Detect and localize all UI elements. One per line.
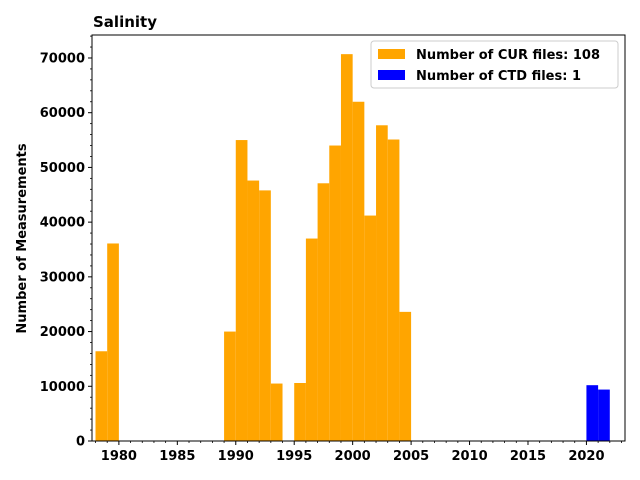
y-axis-label: Number of Measurements — [15, 143, 30, 333]
bar-series-0-1996 — [294, 383, 306, 441]
bar-series-0-1980 — [107, 243, 119, 441]
x-tick-label: 1990 — [218, 449, 254, 464]
bar-series-0-1979 — [95, 351, 108, 441]
bar-series-0-1993 — [259, 190, 271, 441]
bar-series-0-2002 — [364, 215, 377, 441]
x-tick-label: 2000 — [335, 449, 371, 464]
y-tick-label: 60000 — [40, 106, 85, 121]
x-tick-label: 2005 — [393, 449, 429, 464]
bar-series-0-1994 — [270, 383, 283, 441]
legend-entry-0: Number of CUR files: 108 — [416, 48, 600, 63]
bar-series-0-2005 — [399, 311, 412, 441]
legend-box — [370, 40, 619, 89]
bars-layer — [95, 54, 610, 442]
chart-title: Salinity — [93, 13, 157, 31]
legend-swatch-0 — [378, 49, 405, 59]
bar-series-0-2000 — [340, 54, 353, 442]
axes: 0 10000 20000 30000 40000 50000 60000 70000 1980… — [40, 34, 626, 464]
x-tick-label: 1980 — [101, 449, 137, 464]
x-tick-label: 1995 — [276, 449, 312, 464]
y-tick-label: 30000 — [40, 270, 85, 285]
bar-series-0-1991 — [235, 140, 248, 441]
y-tick-label: 40000 — [40, 216, 85, 231]
y-tick-label: 70000 — [40, 51, 85, 66]
legend-swatch-1 — [378, 70, 405, 80]
x-tick-label: 2015 — [510, 449, 546, 464]
bar-series-0-2001 — [352, 101, 365, 442]
y-tick-label: 0 — [76, 435, 85, 450]
y-tick-label: 20000 — [40, 325, 85, 340]
bar-series-0-1990 — [224, 331, 236, 441]
plot-frame — [91, 34, 626, 442]
bar-series-1-2021 — [586, 385, 599, 441]
x-tick-label: 2020 — [568, 449, 604, 464]
legend-entry-1: Number of CTD files: 1 — [416, 69, 581, 84]
x-tick-label: 2010 — [451, 449, 487, 464]
y-tick-label: 10000 — [40, 380, 85, 395]
legend: Number of CUR files: 108 Number of CTD fi… — [370, 40, 619, 89]
x-tick-label: 1985 — [159, 449, 195, 464]
bar-series-0-1999 — [329, 145, 341, 441]
bar-series-0-1992 — [247, 180, 260, 441]
bar-series-0-2003 — [376, 125, 388, 441]
y-tick-label: 50000 — [40, 161, 85, 176]
bar-series-0-2004 — [387, 139, 400, 441]
bar-series-0-1998 — [317, 183, 330, 441]
bar-series-1-2022 — [598, 389, 610, 441]
bar-series-0-1997 — [305, 238, 318, 441]
